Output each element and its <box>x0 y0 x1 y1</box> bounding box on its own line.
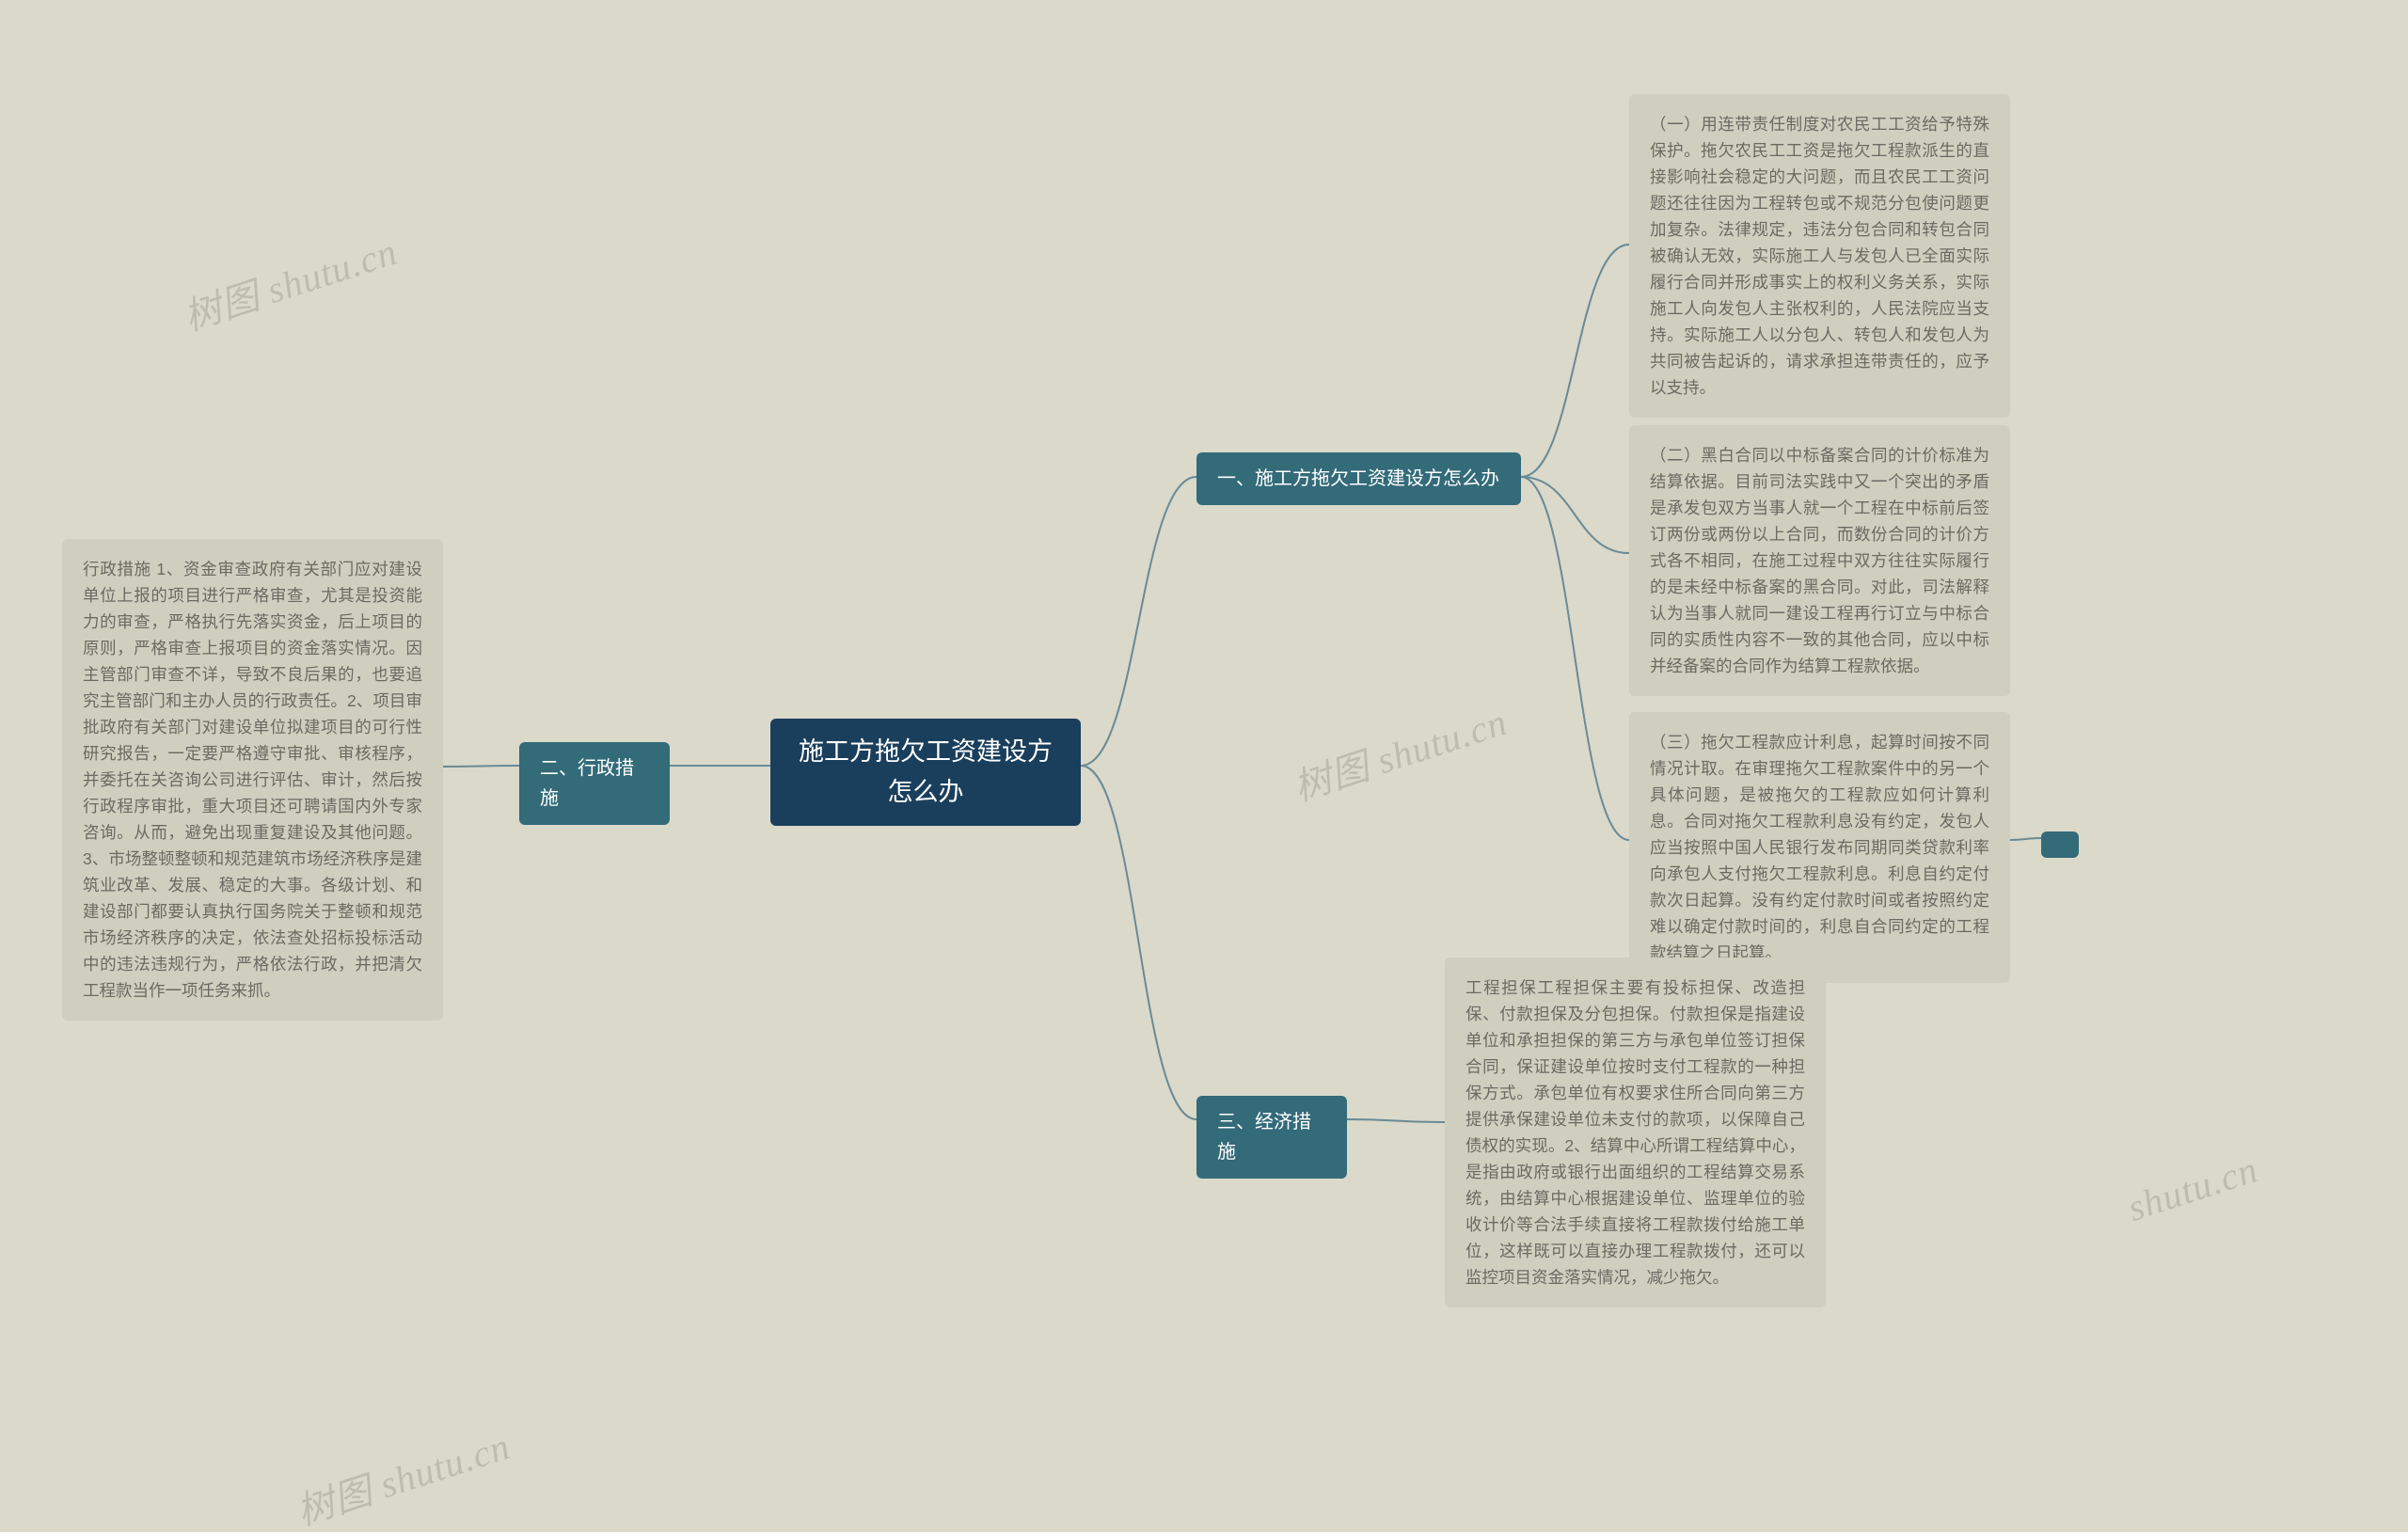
leaf-node-2[interactable]: 行政措施 1、资金审查政府有关部门应对建设单位上报的项目进行严格审查，尤其是投资… <box>62 539 443 1021</box>
leaf-node-1c[interactable]: （三）拖欠工程款应计利息，起算时间按不同情况计取。在审理拖欠工程款案件中的另一个… <box>1629 712 2010 983</box>
mindmap-canvas: 树图 shutu.cn 树图 shutu.cn shutu.cn 树图 shut… <box>0 0 2408 1532</box>
watermark: 树图 shutu.cn <box>289 1416 516 1536</box>
watermark: 树图 shutu.cn <box>176 221 404 341</box>
branch-node-3[interactable]: 三、经济措施 <box>1196 1096 1347 1179</box>
leaf-node-1a[interactable]: （一）用连带责任制度对农民工工资给予特殊保护。拖欠农民工工资是拖欠工程款派生的直… <box>1629 94 2010 418</box>
watermark: 树图 shutu.cn <box>1286 691 1513 812</box>
stub-node <box>2041 831 2079 858</box>
watermark: shutu.cn <box>2122 1147 2263 1230</box>
branch-node-1[interactable]: 一、施工方拖欠工资建设方怎么办 <box>1196 452 1521 505</box>
leaf-node-1b[interactable]: （二）黑白合同以中标备案合同的计价标准为结算依据。目前司法实践中又一个突出的矛盾… <box>1629 425 2010 696</box>
root-node[interactable]: 施工方拖欠工资建设方怎么办 <box>770 719 1081 826</box>
leaf-node-3[interactable]: 工程担保工程担保主要有投标担保、改造担保、付款担保及分包担保。付款担保是指建设单… <box>1445 958 1826 1307</box>
branch-node-2[interactable]: 二、行政措施 <box>519 742 670 825</box>
